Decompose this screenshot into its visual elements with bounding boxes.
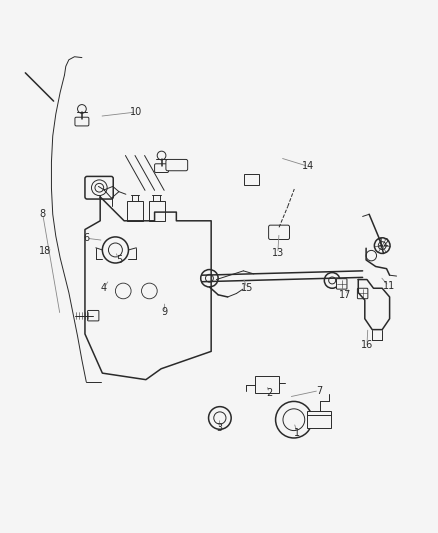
Text: 14: 14 [302,161,314,172]
FancyBboxPatch shape [357,288,368,298]
Text: 12: 12 [378,238,391,247]
Text: 13: 13 [272,248,284,259]
Circle shape [116,283,131,299]
Text: 8: 8 [40,209,46,219]
Text: 16: 16 [361,340,373,350]
Text: 10: 10 [130,107,142,117]
Text: 17: 17 [339,290,351,300]
Text: 2: 2 [266,387,272,398]
FancyBboxPatch shape [88,310,99,321]
FancyBboxPatch shape [155,164,169,173]
Text: 18: 18 [39,246,51,256]
Text: 1: 1 [294,428,300,438]
Bar [127,201,143,221]
Text: 5: 5 [116,255,122,265]
Bar [149,201,165,221]
FancyBboxPatch shape [166,159,187,171]
Bar [254,376,279,393]
Text: 15: 15 [241,283,254,293]
Bar [244,174,259,184]
Text: 3: 3 [216,423,222,433]
Text: 4: 4 [101,283,107,293]
Text: 7: 7 [316,385,322,395]
Text: 11: 11 [383,281,395,291]
FancyBboxPatch shape [336,279,347,289]
FancyBboxPatch shape [85,176,113,199]
FancyBboxPatch shape [75,117,89,126]
Text: 9: 9 [162,307,168,317]
FancyBboxPatch shape [268,225,290,239]
Bar [307,411,331,427]
Circle shape [141,283,157,299]
Text: 6: 6 [83,233,89,243]
